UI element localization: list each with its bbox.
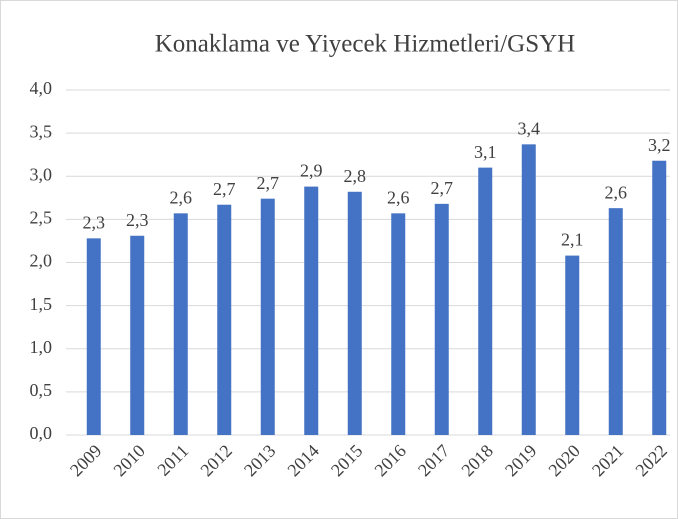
bar	[347, 191, 362, 435]
value-label: 3,2	[648, 135, 671, 155]
bar	[391, 213, 406, 435]
y-tick-label: 0,0	[30, 423, 53, 443]
value-label: 3,1	[474, 142, 497, 162]
y-tick-label: 4,0	[30, 78, 53, 98]
bar	[478, 167, 493, 435]
value-label: 2,6	[605, 182, 628, 202]
y-tick-label: 2,0	[30, 251, 53, 271]
bar	[521, 144, 536, 435]
value-label: 2,7	[257, 173, 280, 193]
bar	[86, 238, 101, 435]
value-label: 2,8	[344, 166, 367, 186]
y-tick-label: 3,0	[30, 164, 53, 184]
y-tick-label: 0,5	[30, 380, 53, 400]
bar	[434, 203, 449, 435]
y-tick-label: 1,5	[30, 294, 53, 314]
bar	[130, 235, 145, 435]
bar	[173, 213, 188, 435]
y-tick-label: 2,5	[30, 208, 53, 228]
value-label: 2,6	[170, 187, 193, 207]
value-label: 2,9	[300, 161, 323, 181]
value-label: 2,7	[431, 178, 454, 198]
bar	[608, 208, 623, 435]
value-label: 2,3	[126, 210, 149, 230]
chart-title: Konaklama ve Yiyecek Hizmetleri/GSYH	[155, 31, 575, 58]
value-label: 2,3	[83, 212, 106, 232]
bar	[565, 255, 580, 435]
bar	[217, 204, 232, 435]
bar	[260, 198, 275, 435]
bar	[304, 186, 319, 435]
value-label: 3,4	[518, 118, 541, 138]
value-label: 2,6	[387, 187, 410, 207]
y-tick-label: 1,0	[30, 337, 53, 357]
value-label: 2,1	[561, 230, 584, 250]
y-tick-label: 3,5	[30, 121, 53, 141]
bar	[652, 160, 667, 435]
value-label: 2,7	[213, 179, 236, 199]
